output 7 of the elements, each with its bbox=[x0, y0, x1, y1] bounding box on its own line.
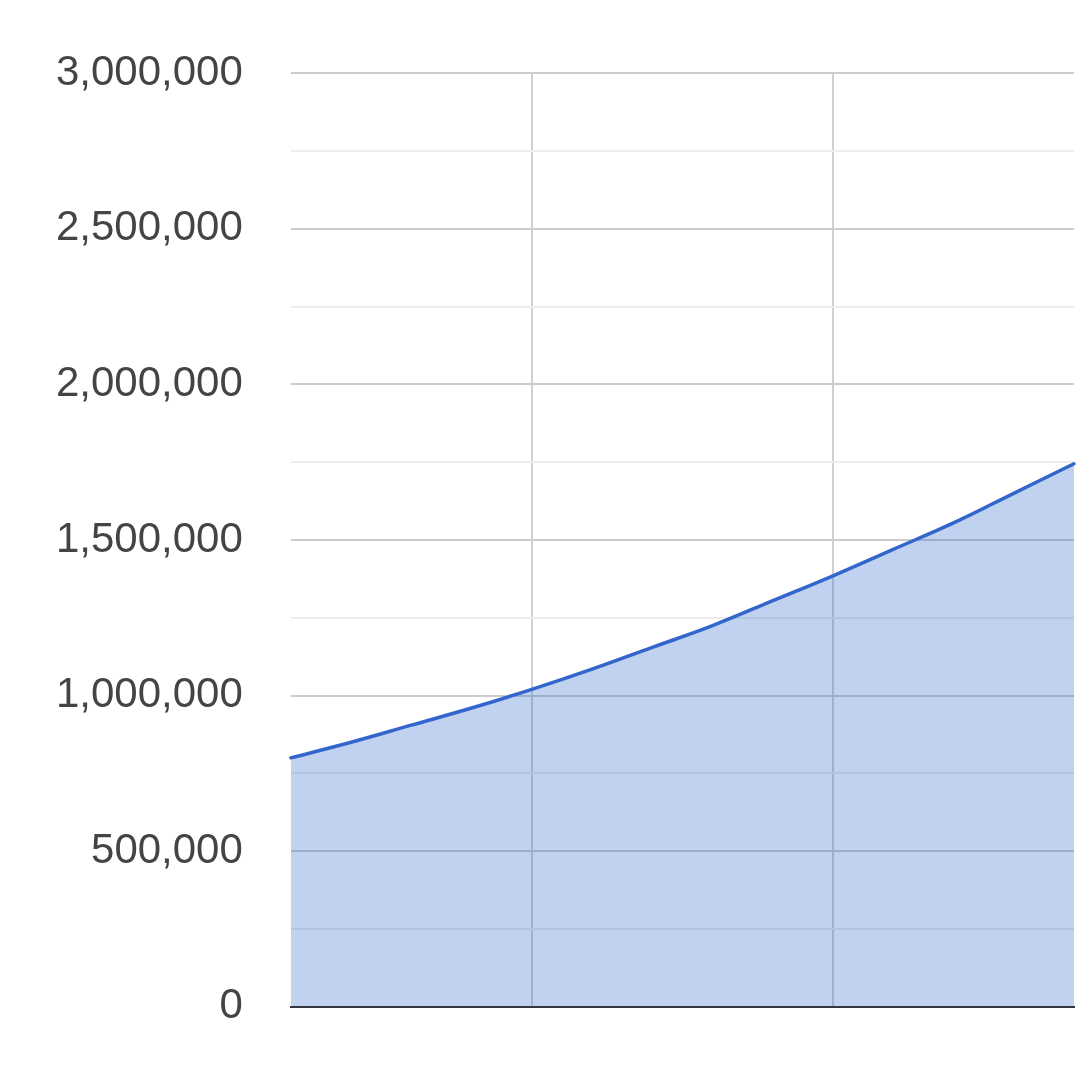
y-tick-label: 2,000,000 bbox=[55, 357, 243, 405]
y-tick-label: 0 bbox=[219, 980, 243, 1028]
y-tick-label: 1,000,000 bbox=[55, 669, 243, 717]
y-tick-label: 1,500,000 bbox=[55, 513, 243, 561]
y-tick-label: 500,000 bbox=[91, 824, 243, 872]
y-tick-label: 3,000,000 bbox=[55, 46, 243, 94]
y-tick-label: 2,500,000 bbox=[55, 202, 243, 250]
